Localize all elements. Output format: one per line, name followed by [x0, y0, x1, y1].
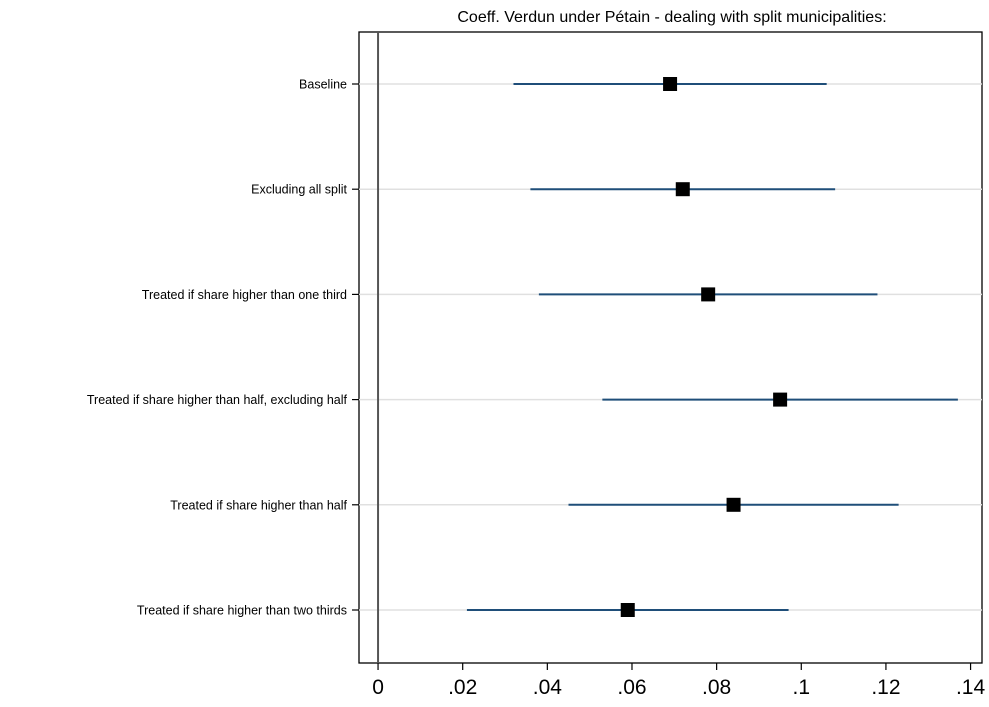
x-tick-label: .06	[617, 676, 646, 699]
x-tick-label: .12	[871, 676, 900, 699]
point-estimate-marker	[773, 392, 788, 407]
point-estimate-marker	[726, 497, 741, 512]
point-estimate-marker	[620, 603, 635, 617]
plot-frame	[358, 31, 983, 664]
point-estimate-marker	[701, 287, 716, 302]
point-estimate-marker	[675, 182, 690, 197]
x-tick-label: .08	[702, 676, 731, 699]
chart-title: Coeff. Verdun under Pétain - dealing wit…	[457, 9, 886, 26]
y-tick-label: Treated if share higher than half	[170, 498, 347, 512]
y-tick-label: Treated if share higher than half, exclu…	[87, 393, 348, 407]
grid-lines	[359, 83, 982, 611]
x-tick-label: .04	[533, 676, 563, 699]
x-tick-label: .1	[793, 676, 811, 699]
y-axis: Baseline Excluding all split Treated if sh…	[87, 78, 359, 618]
point-estimate-marker	[663, 77, 678, 91]
x-tick-label: 0	[372, 676, 384, 699]
x-axis: 0 .02 .04 .06 .08 .1 .12 .14	[372, 663, 985, 699]
y-tick-label: Baseline	[299, 78, 347, 92]
y-tick-label: Treated if share higher than two thirds	[137, 604, 347, 618]
y-tick-label: Treated if share higher than one third	[142, 288, 347, 302]
y-tick-label: Excluding all split	[251, 183, 347, 197]
x-tick-label: .14	[956, 676, 986, 699]
point-estimates	[620, 77, 788, 617]
x-tick-label: .02	[448, 676, 477, 699]
confidence-intervals	[466, 83, 958, 611]
